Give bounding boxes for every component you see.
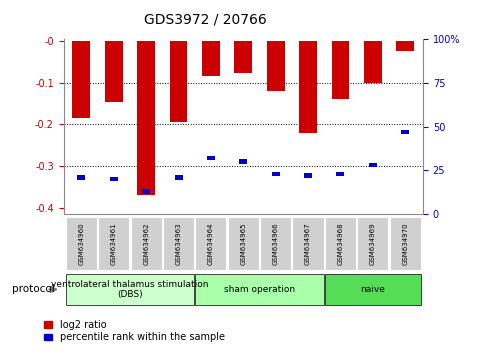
Bar	[324, 274, 420, 305]
Bar	[104, 41, 122, 102]
Legend: log2 ratio, percentile rank within the sample: log2 ratio, percentile rank within the s…	[44, 320, 224, 342]
Bar	[169, 41, 187, 122]
Bar	[206, 156, 214, 160]
Text: GSM634968: GSM634968	[337, 222, 343, 265]
Bar	[174, 175, 182, 180]
Text: GDS3972 / 20766: GDS3972 / 20766	[143, 12, 266, 27]
Bar	[137, 41, 155, 195]
Bar	[163, 217, 194, 270]
Bar	[299, 41, 316, 133]
Bar	[400, 130, 408, 134]
Text: GSM634960: GSM634960	[78, 222, 84, 265]
Bar	[395, 41, 413, 51]
Bar	[72, 41, 90, 118]
Bar	[202, 41, 219, 76]
Text: GSM634967: GSM634967	[305, 222, 310, 265]
Bar	[389, 217, 420, 270]
Text: GSM634970: GSM634970	[401, 222, 407, 265]
Bar	[271, 172, 279, 176]
Bar	[227, 217, 258, 270]
Text: naive: naive	[360, 285, 385, 294]
Bar	[109, 177, 118, 181]
Bar	[130, 217, 162, 270]
Bar	[195, 217, 226, 270]
Bar	[260, 217, 290, 270]
Bar	[234, 41, 252, 73]
Text: GSM634966: GSM634966	[272, 222, 278, 265]
Text: GSM634961: GSM634961	[111, 222, 117, 265]
Text: GSM634969: GSM634969	[369, 222, 375, 265]
Bar	[195, 274, 323, 305]
Bar	[98, 217, 129, 270]
Bar	[331, 41, 348, 99]
Bar	[336, 172, 344, 176]
Text: ventrolateral thalamus stimulation
(DBS): ventrolateral thalamus stimulation (DBS)	[51, 280, 208, 299]
Bar	[66, 217, 97, 270]
Text: GSM634962: GSM634962	[143, 222, 149, 265]
Bar	[304, 173, 311, 178]
Bar	[324, 217, 355, 270]
Bar	[66, 274, 194, 305]
Text: GSM634965: GSM634965	[240, 222, 246, 265]
Bar	[77, 175, 85, 180]
Bar	[357, 217, 387, 270]
Bar	[142, 189, 150, 194]
Bar	[292, 217, 323, 270]
Text: protocol: protocol	[12, 284, 55, 295]
Bar	[368, 163, 376, 167]
Text: GSM634964: GSM634964	[207, 222, 213, 265]
Bar	[266, 41, 284, 91]
Bar	[239, 159, 247, 164]
Text: sham operation: sham operation	[224, 285, 294, 294]
Text: GSM634963: GSM634963	[175, 222, 181, 265]
Bar	[363, 41, 381, 83]
